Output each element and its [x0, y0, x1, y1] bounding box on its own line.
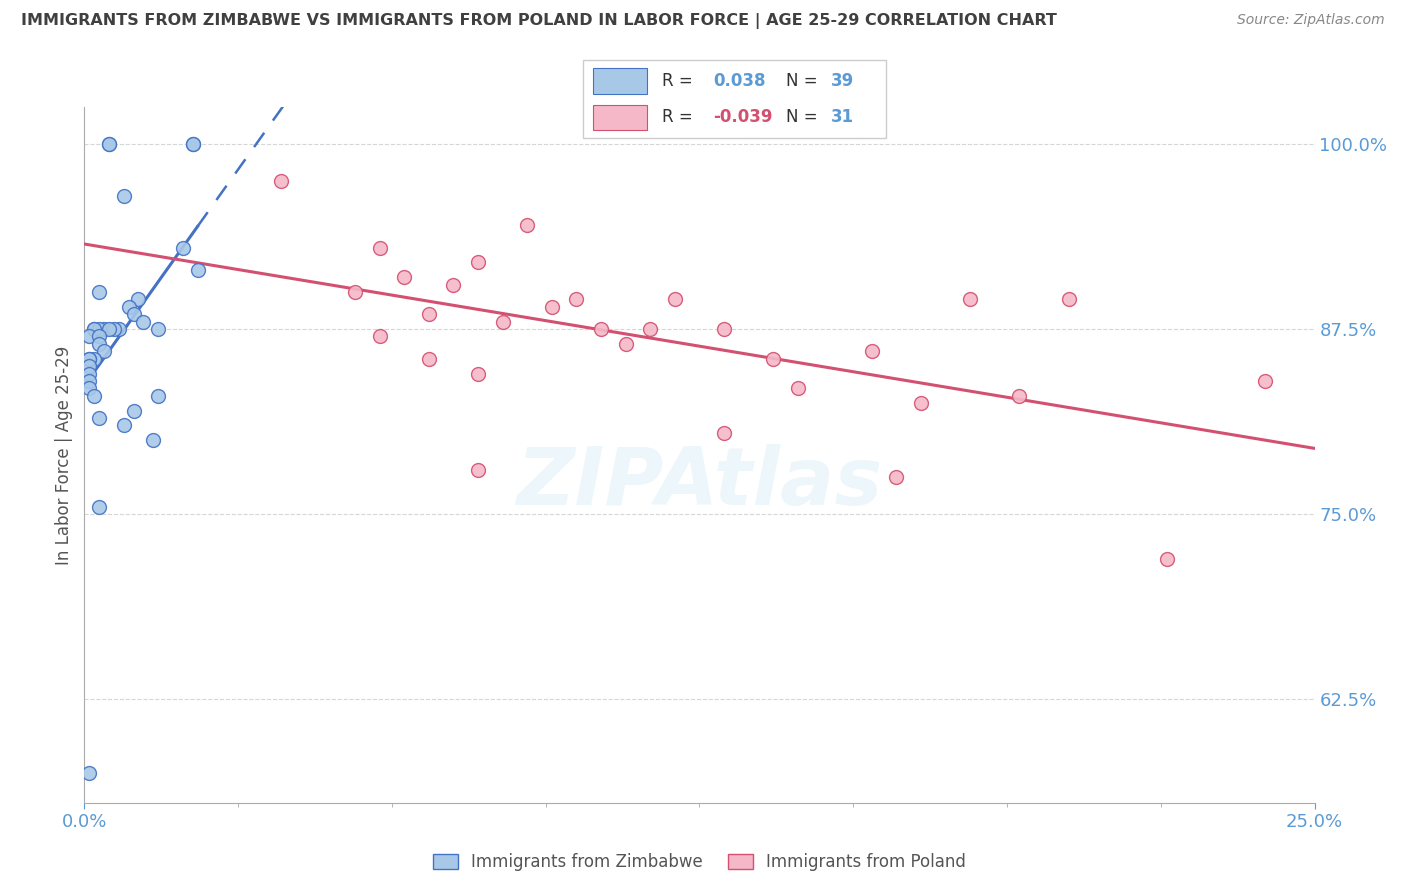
Point	[108, 322, 131, 336]
Point	[79, 359, 101, 373]
Point	[368, 329, 391, 343]
Point	[467, 463, 489, 477]
Text: -0.039: -0.039	[713, 108, 773, 126]
Point	[79, 374, 101, 388]
Point	[368, 241, 391, 255]
Point	[87, 329, 111, 343]
Point	[87, 322, 111, 336]
FancyBboxPatch shape	[583, 60, 886, 138]
Point	[762, 351, 785, 366]
Point	[1008, 389, 1031, 403]
Point	[118, 300, 141, 314]
Point	[83, 351, 105, 366]
Point	[418, 307, 440, 321]
Point	[122, 403, 145, 417]
Point	[886, 470, 908, 484]
Point	[467, 367, 489, 381]
Text: Source: ZipAtlas.com: Source: ZipAtlas.com	[1237, 13, 1385, 28]
Text: 39: 39	[831, 72, 855, 90]
Point	[98, 136, 120, 151]
Bar	[592, 68, 647, 94]
Point	[132, 315, 155, 329]
Point	[1057, 293, 1080, 307]
Point	[128, 293, 150, 307]
Point	[1156, 551, 1178, 566]
Point	[83, 322, 105, 336]
Point	[122, 307, 145, 321]
Point	[713, 425, 735, 440]
Point	[344, 285, 367, 299]
Point	[87, 500, 111, 514]
Point	[98, 136, 120, 151]
Point	[172, 241, 194, 255]
Point	[83, 322, 105, 336]
Point	[394, 270, 416, 285]
Point	[142, 433, 165, 447]
Point	[787, 381, 810, 395]
Point	[614, 337, 637, 351]
Text: ZIPAtlas: ZIPAtlas	[516, 443, 883, 522]
Point	[112, 418, 135, 433]
Text: R =: R =	[662, 72, 693, 90]
Point	[87, 411, 111, 425]
Point	[79, 367, 101, 381]
Point	[181, 136, 204, 151]
Text: IMMIGRANTS FROM ZIMBABWE VS IMMIGRANTS FROM POLAND IN LABOR FORCE | AGE 25-29 CO: IMMIGRANTS FROM ZIMBABWE VS IMMIGRANTS F…	[21, 13, 1057, 29]
Text: R =: R =	[662, 108, 693, 126]
Point	[148, 389, 170, 403]
Text: N =: N =	[786, 72, 818, 90]
Point	[1254, 374, 1277, 388]
Point	[79, 766, 101, 780]
Point	[418, 351, 440, 366]
Point	[87, 285, 111, 299]
Point	[79, 329, 101, 343]
Point	[664, 293, 686, 307]
Point	[565, 293, 588, 307]
Point	[79, 351, 101, 366]
Point	[93, 344, 115, 359]
Legend: Immigrants from Zimbabwe, Immigrants from Poland: Immigrants from Zimbabwe, Immigrants fro…	[433, 853, 966, 871]
Point	[591, 322, 613, 336]
Point	[541, 300, 564, 314]
Point	[181, 136, 204, 151]
Point	[112, 189, 135, 203]
Point	[640, 322, 662, 336]
Point	[860, 344, 883, 359]
Text: 0.038: 0.038	[713, 72, 766, 90]
Point	[516, 219, 538, 233]
Point	[959, 293, 981, 307]
Point	[910, 396, 932, 410]
Y-axis label: In Labor Force | Age 25-29: In Labor Force | Age 25-29	[55, 345, 73, 565]
Point	[98, 322, 120, 336]
Text: 31: 31	[831, 108, 855, 126]
Point	[93, 322, 115, 336]
Point	[79, 351, 101, 366]
Point	[83, 389, 105, 403]
Point	[492, 315, 515, 329]
Point	[87, 337, 111, 351]
Point	[79, 381, 101, 395]
Point	[186, 263, 209, 277]
Point	[713, 322, 735, 336]
Text: N =: N =	[786, 108, 818, 126]
Point	[467, 255, 489, 269]
Point	[270, 174, 292, 188]
Point	[103, 322, 125, 336]
Bar	[592, 104, 647, 130]
Point	[148, 322, 170, 336]
Point	[443, 277, 465, 292]
